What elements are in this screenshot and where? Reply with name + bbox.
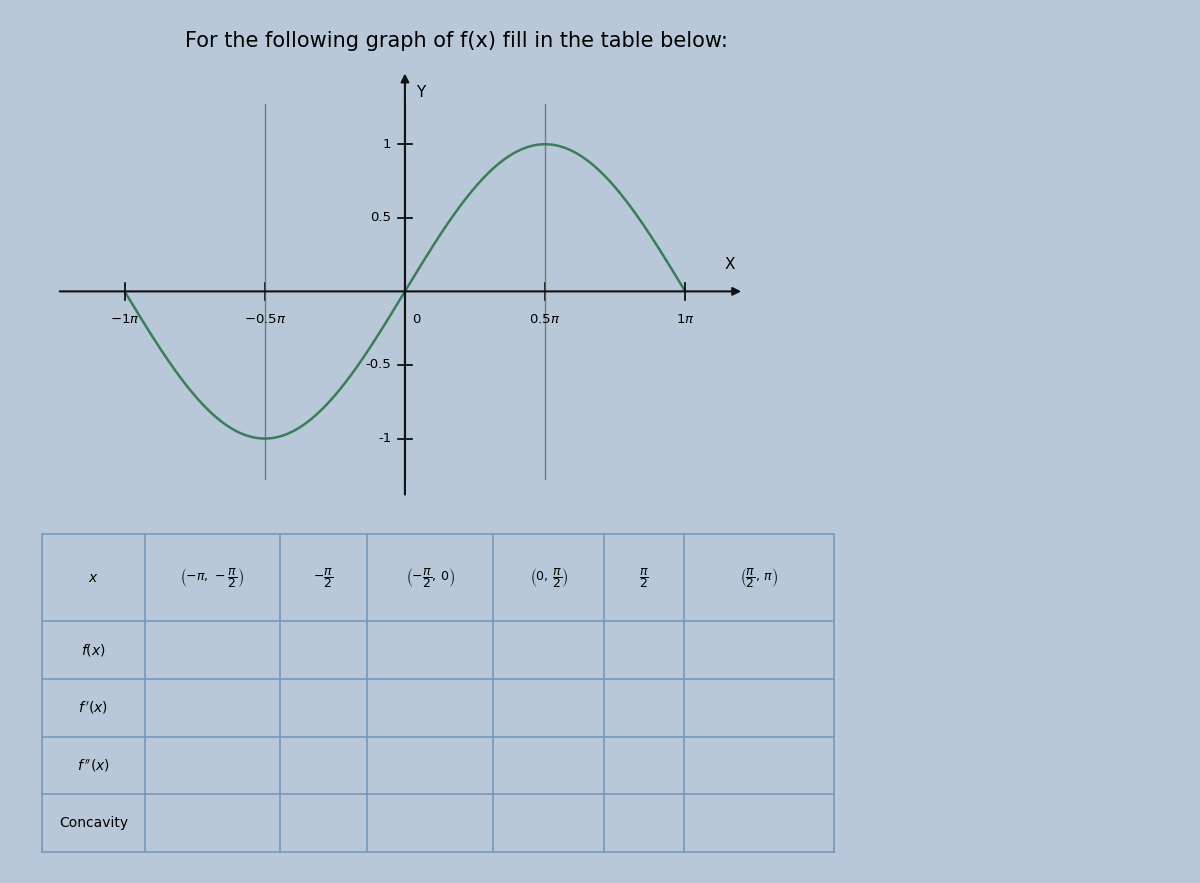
Text: Concavity: Concavity: [59, 816, 128, 830]
Text: $0.5\pi$: $0.5\pi$: [529, 313, 560, 327]
Text: $x$: $x$: [88, 570, 98, 585]
Text: $\left(\dfrac{\pi}{2},\,\pi\right)$: $\left(\dfrac{\pi}{2},\,\pi\right)$: [739, 566, 778, 590]
Text: $0$: $0$: [412, 313, 421, 327]
Text: X: X: [725, 257, 736, 272]
Text: -1: -1: [378, 432, 391, 445]
Text: $-1\pi$: $-1\pi$: [109, 313, 139, 327]
Text: $\dfrac{\pi}{2}$: $\dfrac{\pi}{2}$: [638, 566, 649, 590]
Text: For the following graph of f(x) fill in the table below:: For the following graph of f(x) fill in …: [185, 31, 727, 51]
Text: -0.5: -0.5: [366, 358, 391, 372]
Text: $1\pi$: $1\pi$: [676, 313, 695, 327]
Text: $\left(0,\,\dfrac{\pi}{2}\right)$: $\left(0,\,\dfrac{\pi}{2}\right)$: [529, 566, 568, 590]
Text: 0.5: 0.5: [371, 211, 391, 224]
Text: 1: 1: [383, 138, 391, 151]
Text: $f\,'(x)$: $f\,'(x)$: [78, 699, 108, 716]
Text: $-\dfrac{\pi}{2}$: $-\dfrac{\pi}{2}$: [313, 566, 334, 590]
Text: $\left(-\pi,\,-\dfrac{\pi}{2}\right)$: $\left(-\pi,\,-\dfrac{\pi}{2}\right)$: [180, 566, 245, 590]
Text: Y: Y: [416, 86, 426, 101]
Text: $f(x)$: $f(x)$: [82, 642, 106, 658]
Text: $f\,''(x)$: $f\,''(x)$: [77, 758, 110, 774]
Text: $\left(-\dfrac{\pi}{2},\,0\right)$: $\left(-\dfrac{\pi}{2},\,0\right)$: [406, 566, 455, 590]
Text: $-0.5\pi$: $-0.5\pi$: [244, 313, 286, 327]
